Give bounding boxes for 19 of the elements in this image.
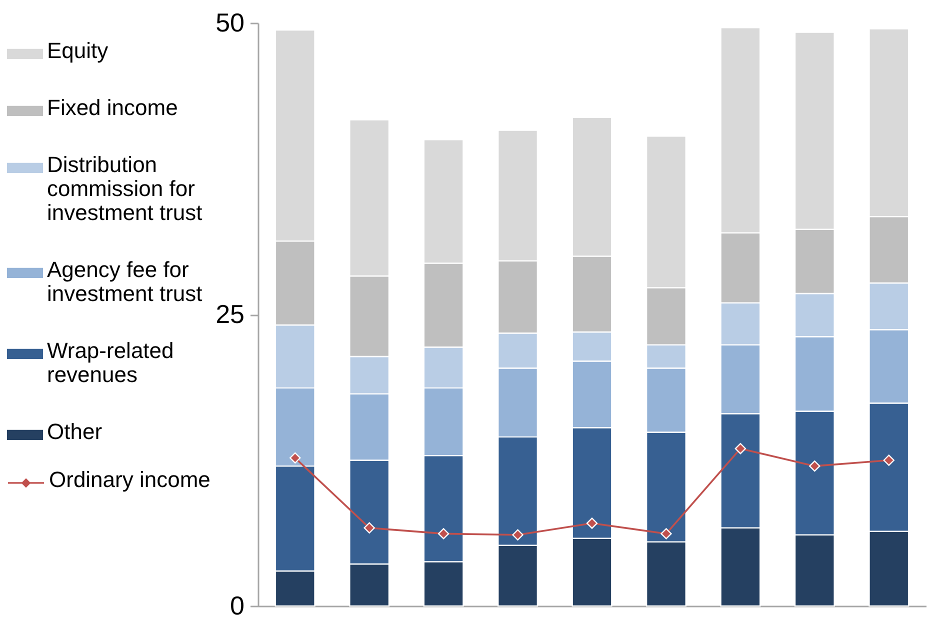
point <box>438 528 450 540</box>
point <box>734 442 746 454</box>
legend-label: Ordinary income <box>49 467 210 492</box>
y-tick-label: 25 <box>216 299 244 329</box>
point <box>809 460 820 472</box>
legend-label: Other <box>47 419 102 444</box>
legend-label: Distribution commission for investment trust <box>47 152 202 225</box>
point <box>512 529 524 540</box>
legend-label: Equity <box>47 38 108 63</box>
y-tick-label: 0 <box>230 590 244 620</box>
point <box>290 452 301 464</box>
point <box>660 528 672 540</box>
y-tick-label: 50 <box>216 8 244 38</box>
legend-label: Agency fee for investment trust <box>47 257 202 306</box>
legend-label: Fixed income <box>47 95 178 120</box>
point <box>883 454 894 466</box>
point <box>364 522 375 534</box>
point <box>586 518 598 529</box>
legend-label: Wrap-related revenues <box>47 338 174 387</box>
